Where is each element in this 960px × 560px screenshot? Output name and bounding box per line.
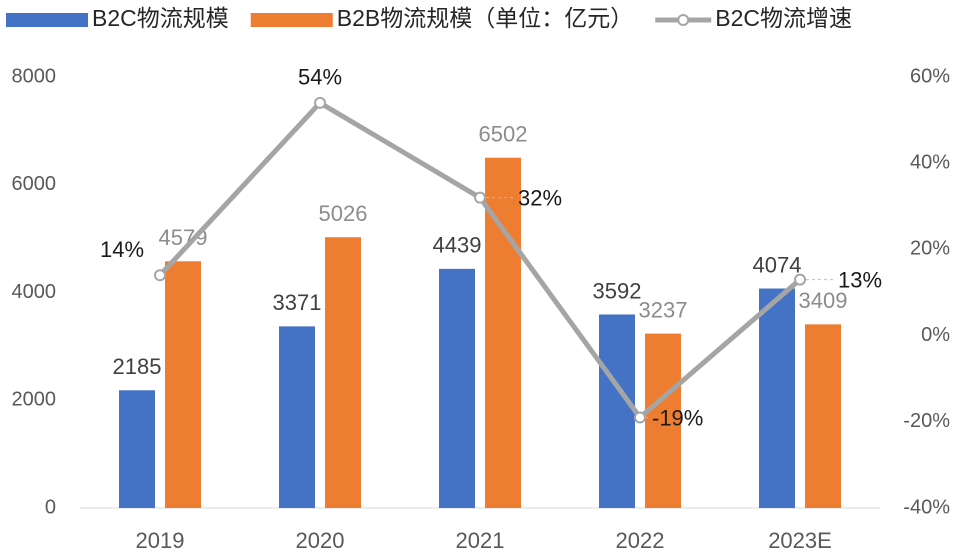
bar (645, 333, 681, 508)
line-marker (634, 411, 646, 424)
y2-tick-label: 40% (910, 151, 950, 173)
bar-value-label: 6502 (479, 122, 528, 147)
y-tick-label: 2000 (12, 389, 57, 411)
bar (325, 237, 361, 508)
y2-tick-label: -20% (903, 410, 950, 432)
legend-swatch (6, 13, 88, 27)
bar (805, 324, 841, 508)
y2-tick-label: 0% (921, 324, 950, 346)
line-value-label: 32% (518, 185, 562, 210)
y-tick-label: 0 (45, 496, 56, 518)
bar (165, 261, 201, 508)
line (158, 100, 802, 420)
y-tick-label: 4000 (12, 281, 57, 303)
x-tick-label: 2021 (456, 528, 505, 553)
legend-swatch-marker (677, 14, 690, 26)
x-tick-label: 2019 (136, 528, 185, 553)
bar (279, 326, 315, 508)
legend-label: B2B物流规模（单位：亿元） (337, 5, 633, 31)
y-tick-label: 8000 (12, 65, 57, 87)
line-marker (794, 273, 806, 286)
line-marker (474, 191, 486, 204)
legend-swatch (250, 13, 333, 27)
y2-tick-label: -40% (903, 496, 950, 518)
line-value-label: 14% (100, 237, 144, 262)
bar-value-label: 3371 (273, 290, 322, 315)
line-marker (314, 96, 326, 109)
bar-value-label: 4074 (753, 252, 802, 277)
line-value-label: -19% (652, 405, 703, 430)
bar (119, 390, 155, 508)
bar-value-label: 3237 (639, 297, 688, 322)
bar-value-label: 2185 (113, 354, 162, 379)
legend-label: B2C物流增速 (715, 5, 852, 31)
bar-value-label: 3592 (593, 278, 642, 303)
bar (759, 288, 795, 508)
bar (599, 314, 635, 508)
legend-label: B2C物流规模 (92, 5, 229, 31)
y2-tick-label: 20% (910, 238, 950, 260)
bar-value-label: 3409 (799, 288, 848, 313)
x-tick-label: 2023E (768, 528, 832, 553)
y-tick-label: 6000 (12, 173, 57, 195)
y2-tick-label: 60% (910, 65, 950, 87)
x-tick-label: 2020 (296, 528, 345, 553)
x-tick-label: 2022 (616, 528, 665, 553)
bar-value-label: 5026 (319, 201, 368, 226)
line-value-label: 54% (298, 65, 342, 90)
bar-value-label: 4439 (433, 233, 482, 258)
line-marker (154, 269, 166, 282)
line-value-label: 13% (838, 267, 882, 292)
bar (439, 268, 475, 508)
